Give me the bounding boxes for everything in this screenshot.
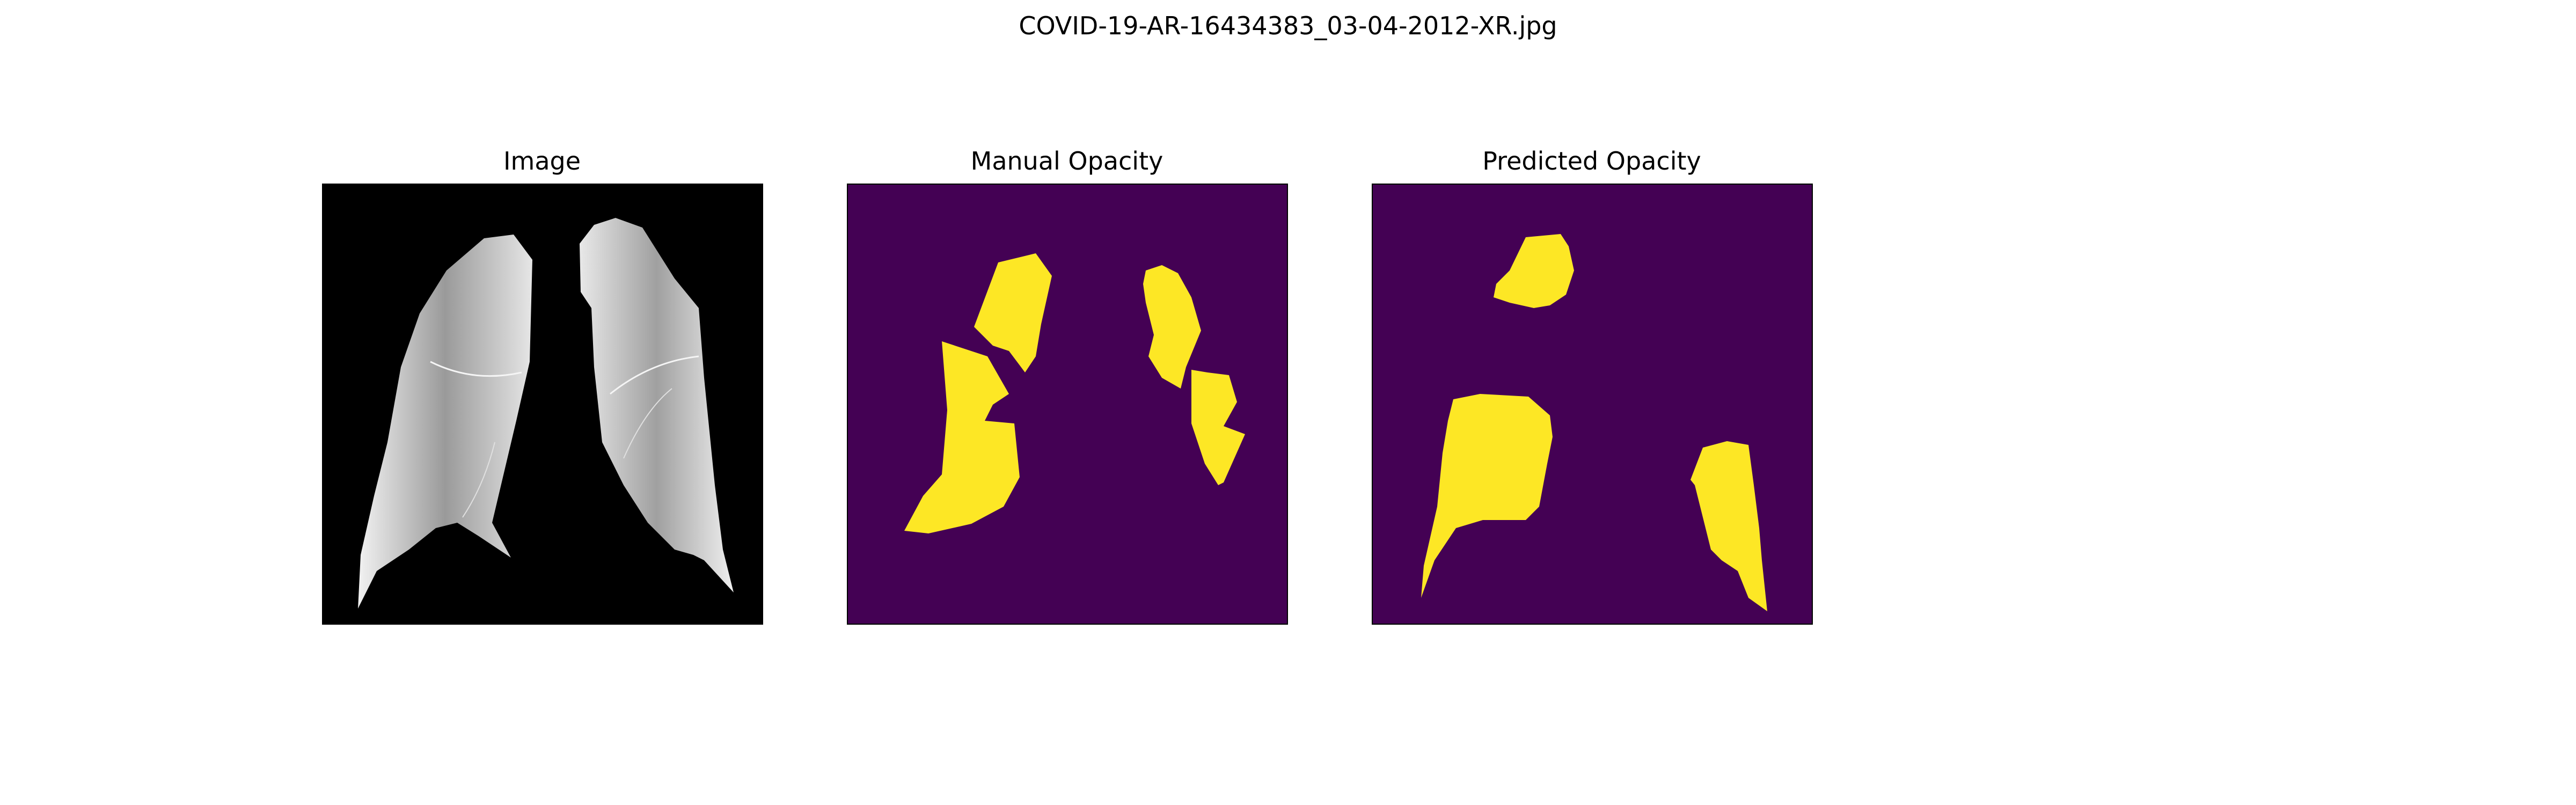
predicted-region-2 bbox=[1421, 394, 1553, 598]
predicted-region-3 bbox=[1690, 441, 1767, 611]
right-lung-fissure bbox=[610, 355, 699, 395]
right-lung bbox=[580, 218, 734, 592]
panel-title-manual-opacity: Manual Opacity bbox=[970, 147, 1163, 175]
manual-region-3 bbox=[1143, 265, 1201, 389]
panel-predicted-opacity: Predicted Opacity bbox=[1372, 145, 1813, 625]
manual-opacity-mask bbox=[847, 184, 1288, 625]
panel-title-predicted-opacity: Predicted Opacity bbox=[1482, 147, 1701, 175]
panel-title-image: Image bbox=[503, 147, 581, 175]
xray-image bbox=[322, 184, 763, 625]
manual-region-4 bbox=[1191, 370, 1245, 485]
panel-manual-opacity: Manual Opacity bbox=[847, 145, 1288, 625]
manual-mask-svg bbox=[848, 185, 1287, 624]
predicted-opacity-mask bbox=[1372, 184, 1813, 625]
left-lung-vessel bbox=[462, 442, 495, 518]
right-lung-vessel bbox=[623, 388, 672, 459]
predicted-region-1 bbox=[1494, 234, 1574, 308]
left-lung bbox=[358, 235, 532, 609]
figure-title: COVID-19-AR-16434383_03-04-2012-XR.jpg bbox=[1019, 11, 1557, 40]
panel-image: Image bbox=[322, 145, 763, 625]
left-lung-fissure bbox=[430, 361, 522, 377]
manual-region-1 bbox=[974, 253, 1052, 372]
xray-svg bbox=[323, 185, 762, 624]
predicted-mask-svg bbox=[1373, 185, 1812, 624]
manual-region-2 bbox=[904, 341, 1020, 533]
